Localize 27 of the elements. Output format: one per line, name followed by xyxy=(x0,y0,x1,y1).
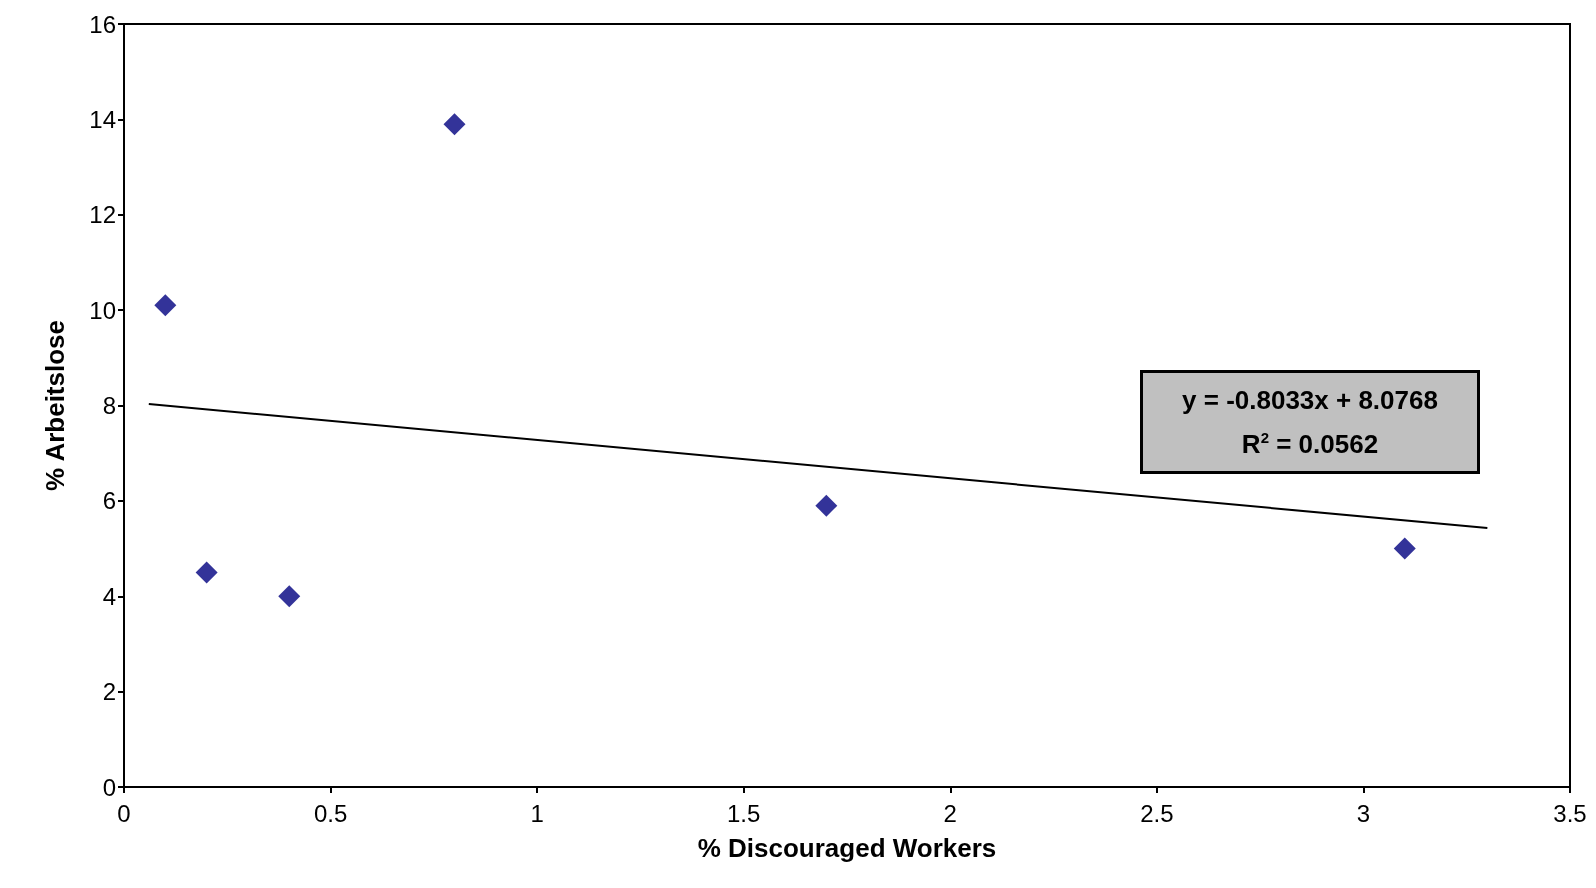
x-tick-label: 3 xyxy=(1356,799,1371,827)
point xyxy=(443,113,466,136)
y-tick-label: 10 xyxy=(89,296,116,324)
point xyxy=(815,494,838,517)
y-tick-label: 6 xyxy=(102,487,116,515)
x-tick-label: 2.5 xyxy=(1140,799,1174,827)
y-tick-label: 12 xyxy=(89,201,116,229)
point xyxy=(278,585,301,608)
x-tick-label: 1.5 xyxy=(727,799,761,827)
y-tick-label: 2 xyxy=(102,678,116,706)
x-tick-label: 3.5 xyxy=(1553,799,1587,827)
point xyxy=(154,294,177,317)
equation-box: y = -0.8033x + 8.0768 R$^{2}$ = 0.0562 xyxy=(1140,370,1480,474)
y-tick-label: 4 xyxy=(102,582,116,610)
y-axis-title: % Arbeitslose xyxy=(40,320,70,491)
y-tick-label: 8 xyxy=(102,392,116,419)
x-tick-label: 1 xyxy=(530,799,544,827)
annotation: R$^{2}$ = 0.0562 xyxy=(1240,427,1380,461)
y-tick-label: 16 xyxy=(89,10,116,38)
y-tick-label: 0 xyxy=(102,773,116,801)
x-axis-title: % Discouraged Workers xyxy=(697,833,997,863)
x-tick-label: 0.5 xyxy=(313,799,348,827)
x-tick-label: 2 xyxy=(943,799,957,827)
point xyxy=(1393,537,1416,560)
annotation: y = -0.8033x + 8.0768 xyxy=(1181,384,1439,417)
y-tick-label: 14 xyxy=(89,105,116,133)
point xyxy=(195,561,218,584)
